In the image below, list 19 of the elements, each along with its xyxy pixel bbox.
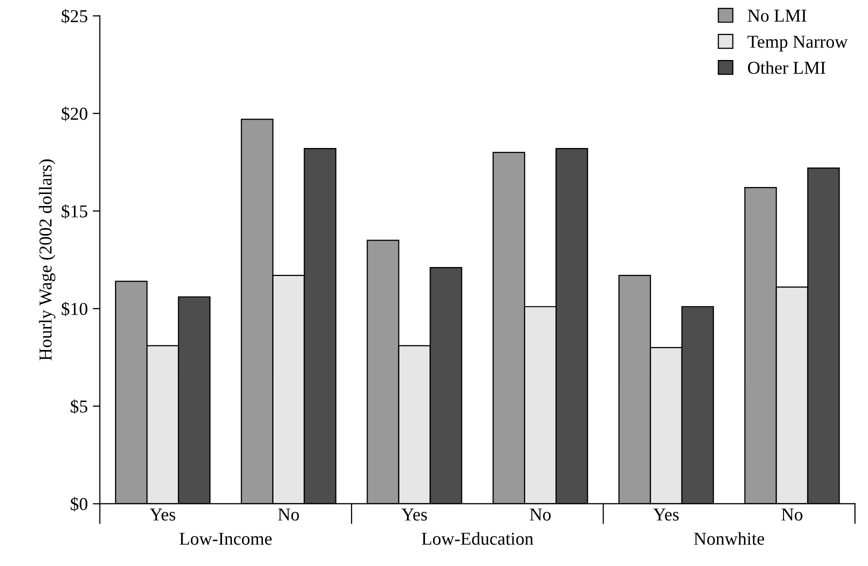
y-tick-label: $0: [70, 496, 88, 512]
y-tick-label: $5: [70, 399, 88, 414]
text: Low-Education: [422, 532, 534, 545]
y-axis-title: Hourly Wage (2002 dollars): [38, 159, 56, 360]
y-tick-label: $10: [62, 302, 88, 316]
text: Nonwhite: [694, 532, 764, 545]
legend-label: No LMI: [748, 10, 806, 22]
x-tick-label: Yes: [150, 508, 176, 521]
x-tick-label: Yes: [402, 508, 427, 521]
legend-label: Temp Narrow: [748, 36, 848, 52]
legend-label: Other LMI: [748, 61, 826, 74]
x-tick-label: No: [530, 508, 551, 521]
y-tick-label: $15: [62, 204, 88, 219]
x-tick-label: Yes: [653, 508, 679, 521]
x-tick-label: No: [782, 508, 802, 521]
x-tick-label: No: [278, 508, 299, 521]
y-tick-label: $25: [62, 9, 88, 24]
y-tick-label: $20: [62, 106, 88, 122]
text: Low-Income: [180, 532, 272, 545]
